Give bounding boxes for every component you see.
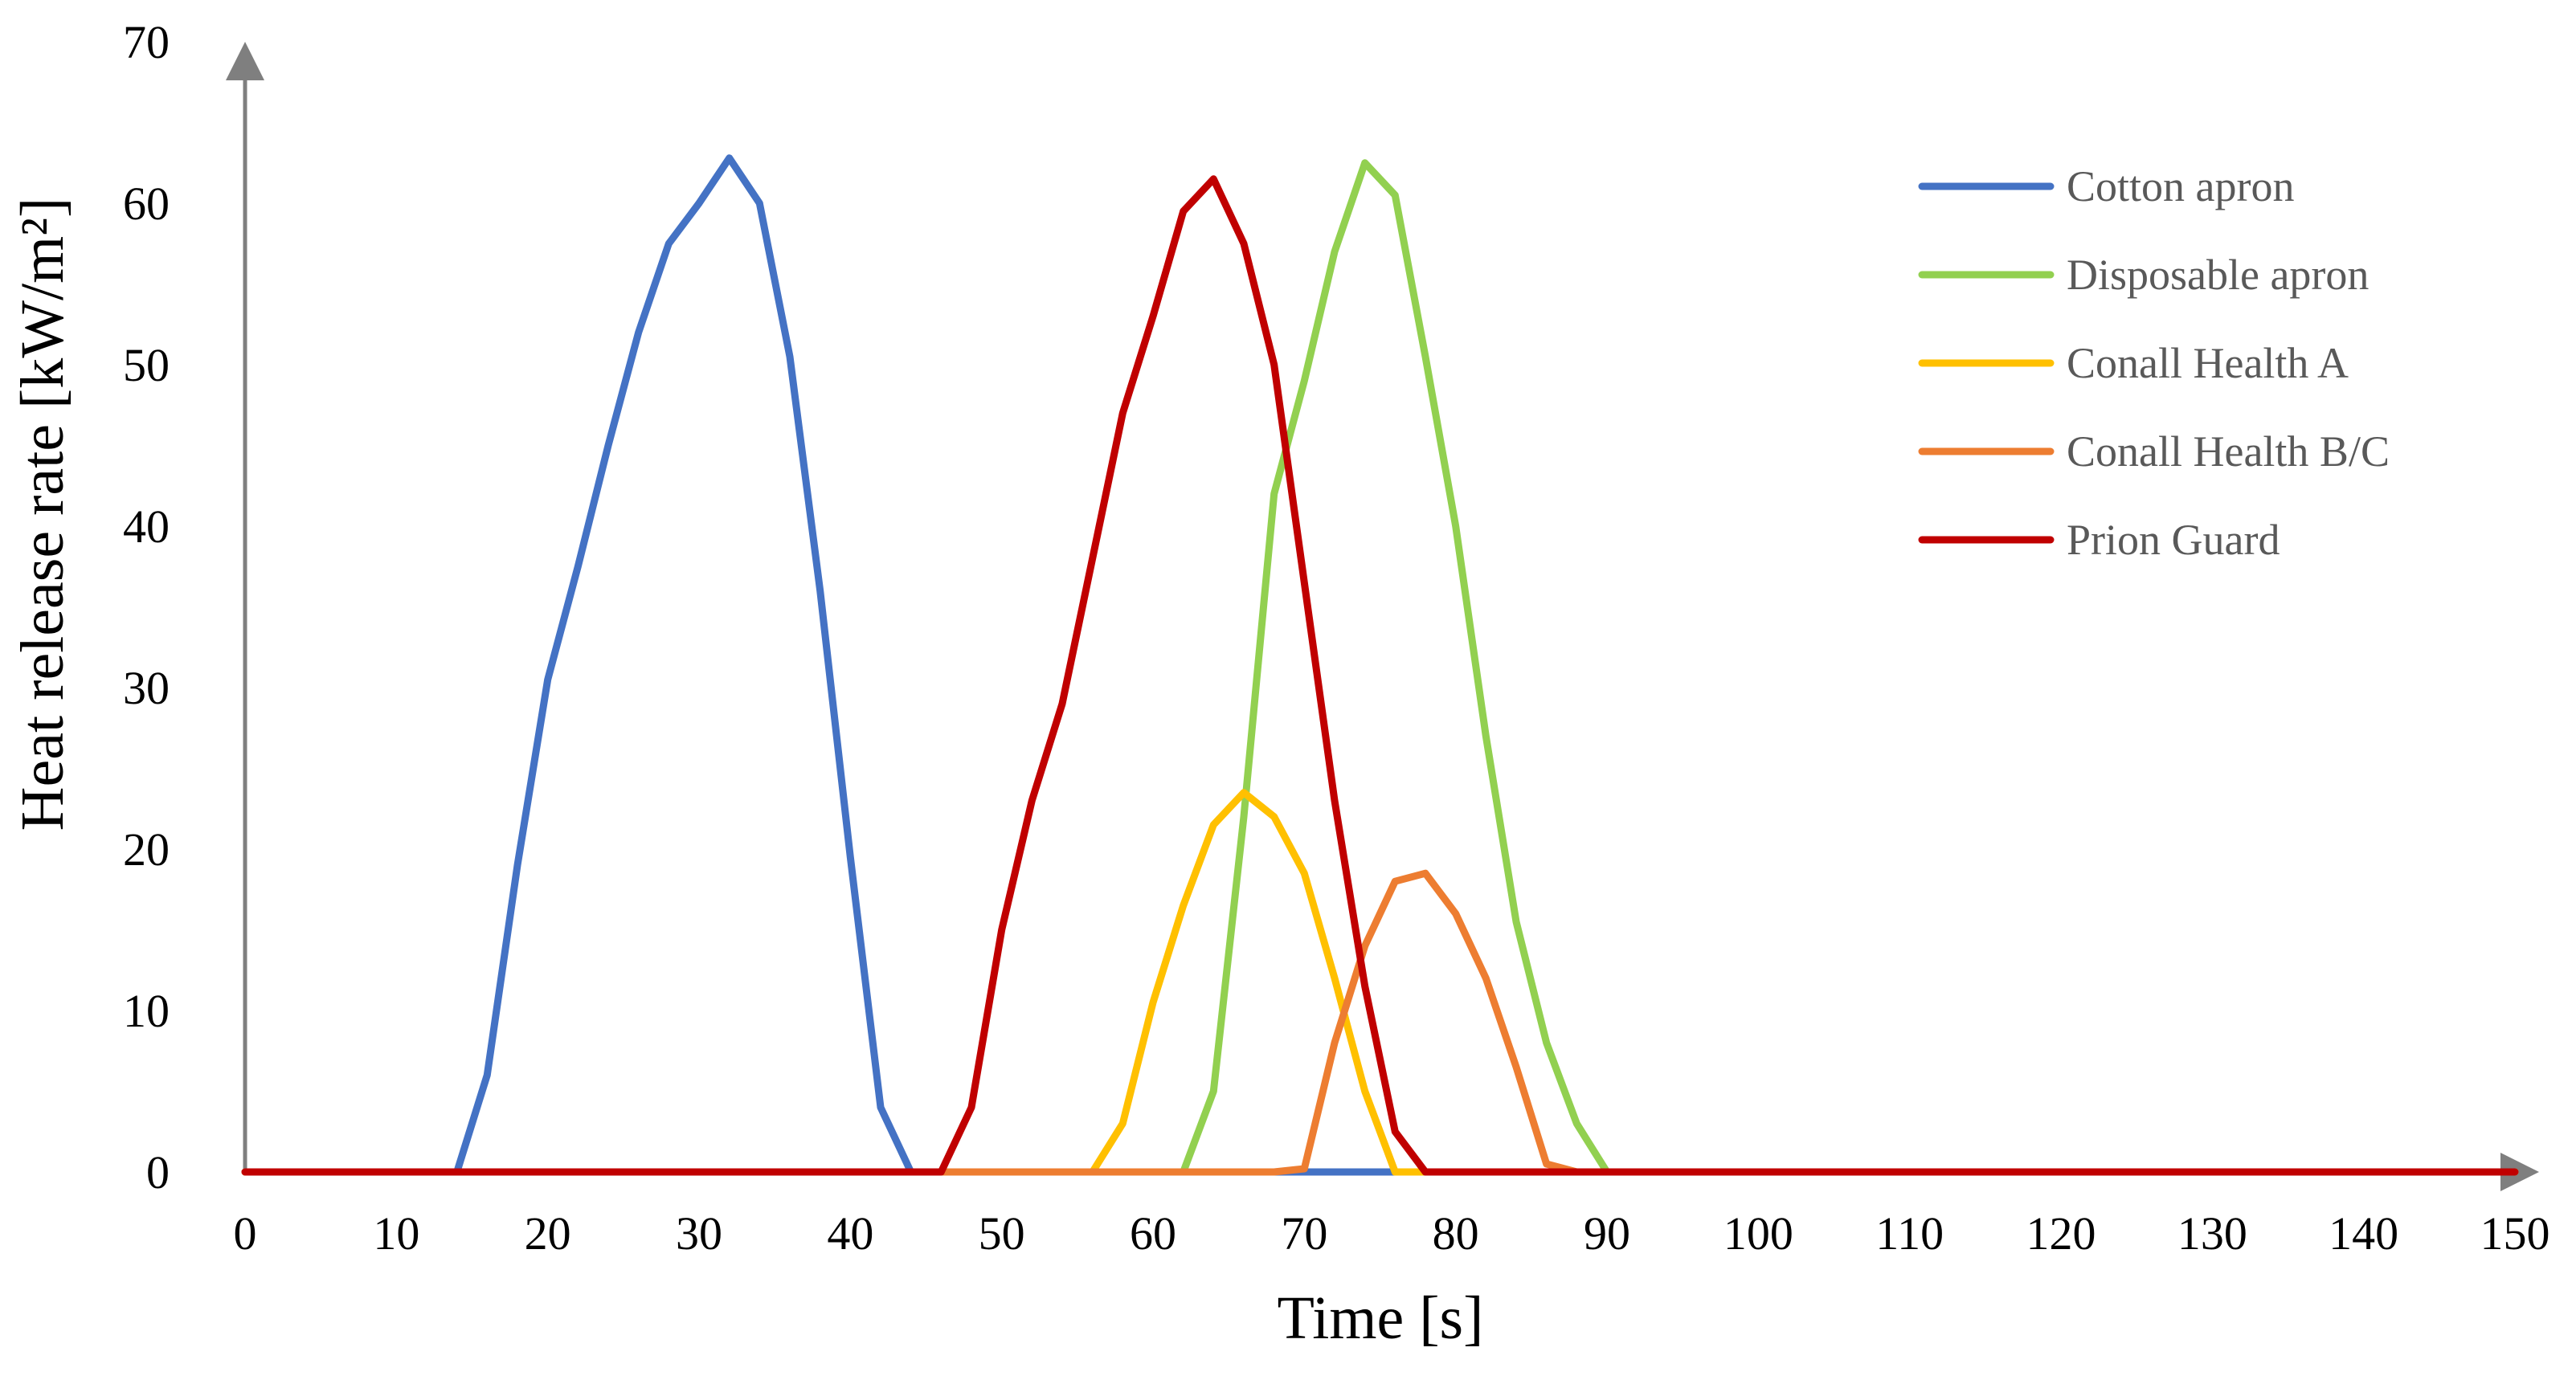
series-line-cotton-apron xyxy=(241,154,2519,1176)
series-line-conall-health-a xyxy=(241,789,2519,1176)
x-tick-label: 20 xyxy=(525,1207,571,1260)
y-axis-arrow xyxy=(226,42,264,80)
series-line-disposable-apron xyxy=(241,159,2519,1176)
legend-label-disposable-apron: Disposable apron xyxy=(2067,251,2369,299)
x-tick-label: 100 xyxy=(1723,1207,1793,1260)
x-tick-label: 120 xyxy=(2026,1207,2096,1260)
x-tick-label: 130 xyxy=(2177,1207,2247,1260)
x-tick-label: 110 xyxy=(1875,1207,1944,1260)
y-tick-label: 30 xyxy=(123,662,170,714)
legend-label-conall-health-b-c: Conall Health B/C xyxy=(2067,427,2390,476)
legend: Cotton apron Disposable apron Conall Healt… xyxy=(1918,162,2390,564)
x-tick-label: 0 xyxy=(234,1207,257,1260)
x-axis-arrow xyxy=(2500,1153,2539,1191)
y-tick-label: 10 xyxy=(123,985,170,1037)
x-axis-title: Time [s] xyxy=(1278,1284,1484,1352)
y-tick-label: 20 xyxy=(123,823,170,876)
x-tick-label: 50 xyxy=(979,1207,1025,1260)
y-axis-title: Heat release rate [kW/m²] xyxy=(9,198,76,831)
x-tick-label: 10 xyxy=(373,1207,419,1260)
x-tick-label: 30 xyxy=(676,1207,722,1260)
y-tick-label: 50 xyxy=(123,339,170,391)
x-tick-label: 70 xyxy=(1281,1207,1327,1260)
legend-label-conall-health-a: Conall Health A xyxy=(2067,339,2349,387)
series-group xyxy=(241,154,2519,1176)
legend-label-prion-guard: Prion Guard xyxy=(2067,516,2280,564)
y-tick-label: 60 xyxy=(123,178,170,230)
y-tick-label: 0 xyxy=(146,1146,170,1198)
x-tick-label: 150 xyxy=(2480,1207,2550,1260)
x-tick-label: 90 xyxy=(1584,1207,1630,1260)
legend-label-cotton-apron: Cotton apron xyxy=(2067,162,2294,210)
tick-labels-group: 0 10 20 30 40 50 60 70 80 90 100 110 120 130 140 150 0 10… xyxy=(123,16,2550,1260)
x-tick-label: 60 xyxy=(1130,1207,1176,1260)
x-tick-label: 140 xyxy=(2329,1207,2398,1260)
x-tick-label: 40 xyxy=(827,1207,873,1260)
series-line-prion-guard xyxy=(241,175,2519,1176)
x-tick-label: 80 xyxy=(1433,1207,1479,1260)
axes-group xyxy=(226,42,2539,1191)
y-tick-label: 40 xyxy=(123,500,170,553)
y-tick-label: 70 xyxy=(123,16,170,68)
